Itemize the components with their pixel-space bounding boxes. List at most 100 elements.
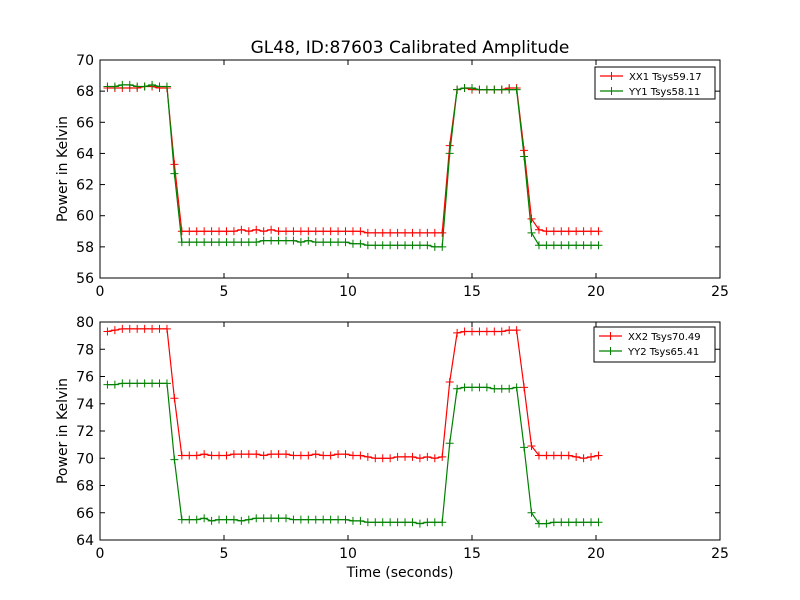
data-point-marker [549,241,558,250]
data-point-marker [267,450,276,459]
data-point-marker [296,227,305,236]
bottom-chart-panel: 0 5 10 15 20 25 64 66 68 70 72 74 76 78 80 Power in Kel… [55,315,729,581]
data-point-marker [215,515,224,524]
data-point-marker [430,228,439,237]
data-point-marker [460,383,469,392]
data-point-marker [371,241,380,250]
data-point-marker [215,238,224,247]
data-point-marker [155,82,164,91]
data-point-marker [125,324,134,333]
data-point-marker [229,238,238,247]
data-point-marker [133,82,142,91]
data-point-marker [185,238,194,247]
data-point-marker [527,441,536,450]
data-point-marker [229,227,238,236]
data-point-marker [475,85,484,94]
data-point-marker [386,241,395,250]
x-tick-label: 5 [220,284,229,300]
data-point-marker [594,241,603,250]
data-point-marker [393,241,402,250]
data-point-marker [430,518,439,527]
legend-box [594,66,716,100]
data-point-marker [363,241,372,250]
data-point-marker [140,379,149,388]
data-point-marker [378,241,387,250]
data-point-marker [334,238,343,247]
data-point-marker [296,238,305,247]
data-point-marker [244,238,253,247]
data-point-marker [304,515,313,524]
data-point-marker [534,241,543,250]
data-point-marker [289,515,298,524]
data-point-marker [408,228,417,237]
data-point-marker [222,451,231,460]
data-point-marker [557,241,566,250]
y-tick-label: 68 [76,84,94,100]
data-point-marker [348,227,357,236]
data-point-marker [393,518,402,527]
x-tick-label: 0 [96,284,105,300]
legend-entry-label: YY1 Tsys58.11 [628,87,700,98]
data-point-marker [401,228,410,237]
x-tick-label: 25 [711,284,729,300]
data-point-marker [512,326,521,335]
data-point-marker [289,236,298,245]
data-point-marker [520,383,529,392]
data-point-marker [408,452,417,461]
data-point-marker [162,379,171,388]
data-point-marker [185,227,194,236]
data-point-marker [579,518,588,527]
data-point-marker [371,454,380,463]
data-point-marker [155,379,164,388]
data-point-marker [304,451,313,460]
top-chart-panel: 0 5 10 15 20 25 56 58 60 62 64 66 68 70 Power in Kelvi… [55,53,729,300]
data-point-marker [534,451,543,460]
y-tick-label: 66 [76,115,94,131]
data-point-marker [148,379,157,388]
data-point-marker [341,227,350,236]
data-point-marker [475,383,484,392]
data-point-marker [527,508,536,517]
data-point-marker [326,238,335,247]
data-point-marker [542,227,551,236]
data-point-marker [579,454,588,463]
data-point-marker [252,225,261,234]
data-point-marker [549,451,558,460]
data-point-marker [557,451,566,460]
data-point-marker [304,236,313,245]
data-point-marker [170,455,179,464]
y-tick-label: 64 [76,146,94,162]
data-point-marker [393,228,402,237]
data-point-marker [490,384,499,393]
data-point-marker [490,85,499,94]
legend-box [593,326,716,363]
data-point-marker [118,324,127,333]
data-point-marker [386,518,395,527]
data-point-marker [140,324,149,333]
y-axis-label: Power in Kelvin [55,116,71,222]
data-point-marker [110,326,119,335]
data-point-marker [445,377,454,386]
data-point-marker [289,227,298,236]
data-point-marker [348,451,357,460]
y-tick-label: 66 [76,506,94,522]
data-point-marker [386,228,395,237]
data-point-marker [244,515,253,524]
data-point-marker [282,514,290,523]
data-point-marker [237,225,246,234]
x-tick-label: 10 [339,546,357,562]
data-point-marker [356,227,365,236]
data-point-marker [549,518,558,527]
data-point-marker [215,451,224,460]
data-point-marker [282,450,290,459]
data-point-marker [542,451,551,460]
data-point-marker [341,515,350,524]
data-point-marker [200,450,209,459]
data-point-marker [527,228,536,237]
data-point-marker [453,328,462,337]
data-point-marker [564,451,573,460]
y-tick-label: 74 [76,397,94,413]
data-point-marker [572,241,581,250]
data-point-marker [482,327,491,336]
